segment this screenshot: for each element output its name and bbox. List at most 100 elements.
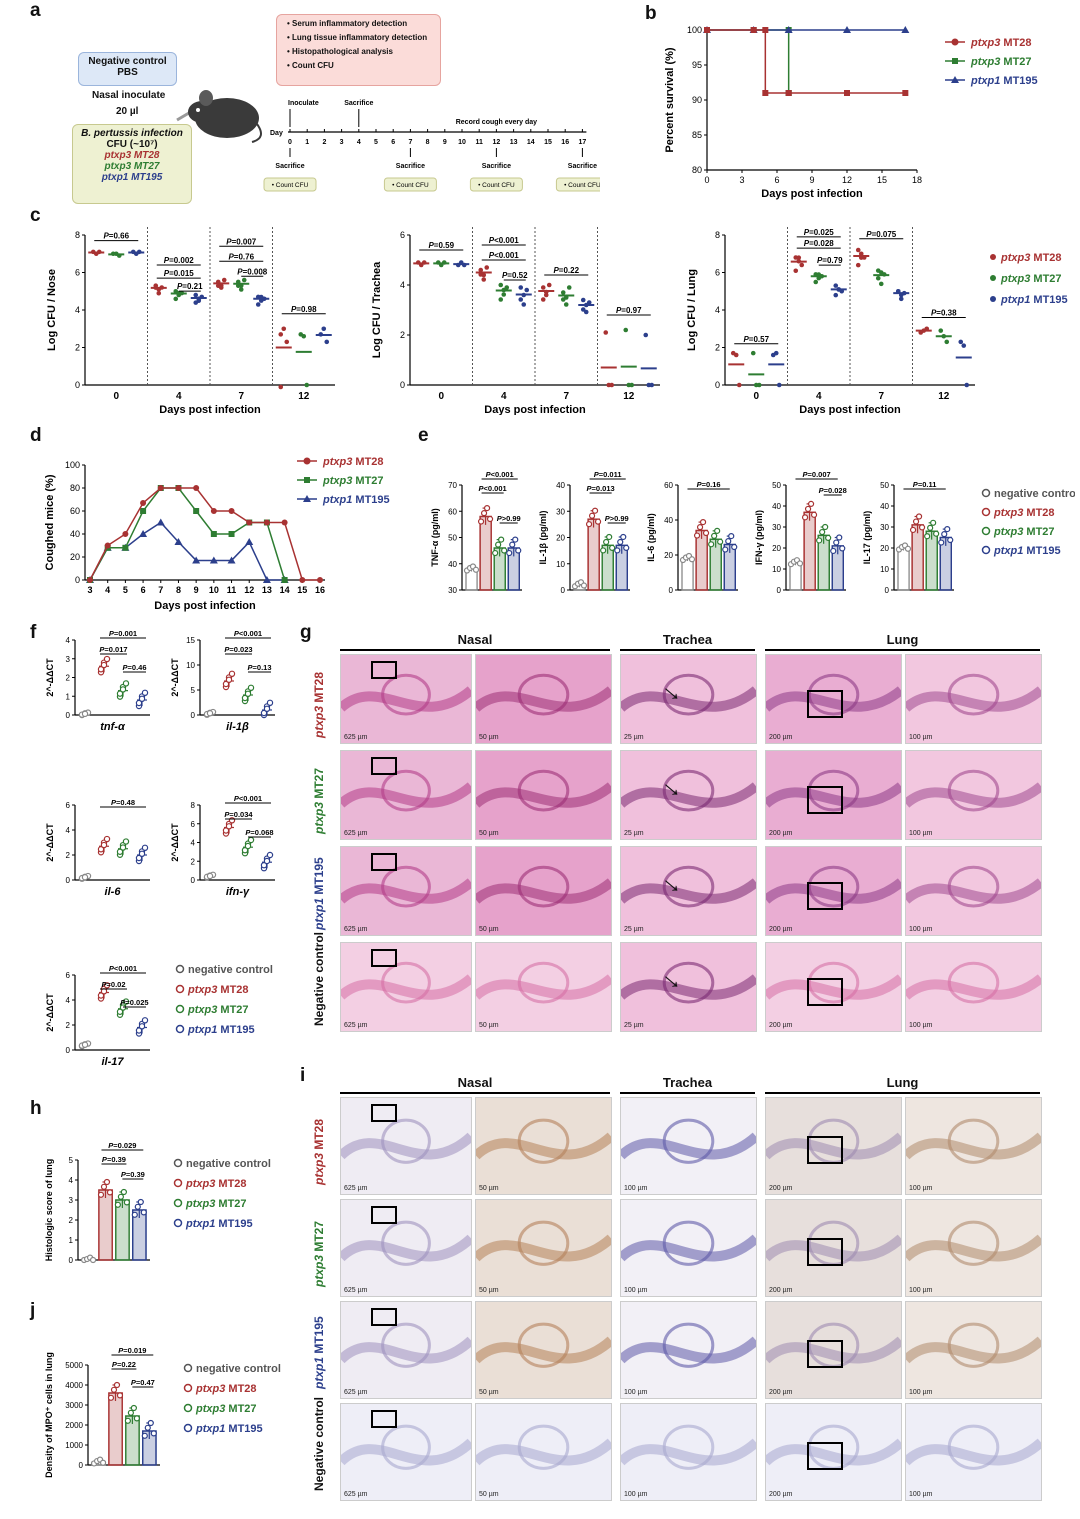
y-tick-label: 2 [400,330,405,340]
y-tick-label: 80 [692,165,702,175]
cfu-point [924,326,930,332]
y-tick-label: 2 [75,343,80,353]
panel-label-e: e [418,425,429,446]
y-tick-label: 0 [79,1461,84,1470]
y-axis-label: IFN-γ (pg/ml) [754,510,764,565]
timeline-day: 12 [493,139,501,146]
zoom-box [371,1206,397,1224]
data-point [711,532,718,539]
x-axis-label: Days post infection [159,404,261,415]
y-tick-label: 0 [69,1256,74,1265]
x-tick-label: 7 [238,391,244,402]
y-axis-label: Coughed mice (%) [44,474,56,570]
negative-control-box: Negative control PBS [78,52,177,86]
scale-bar-label: 200 µm [769,830,793,837]
y-axis-label: Log CFU / Lung [686,269,698,351]
zoom-box [371,661,397,679]
panel-label-f: f [30,622,37,643]
scale-bar-label: 625 µm [344,830,368,837]
p-symbol: P [479,484,485,493]
histology-section-header: Trachea [620,632,755,651]
cfu-point [901,290,907,296]
bar-fill [695,529,708,591]
mouse-illustration [176,90,262,143]
histology-image: 50 µm [475,1097,612,1195]
scale-bar-label: 50 µm [479,1185,499,1192]
p-symbol: P [121,1170,127,1179]
cough-point [209,556,218,564]
strain-mt195: ptxp1 MT195 [101,172,163,183]
p-symbol: P [123,663,129,672]
x-tick-label: 12 [244,585,254,595]
y-tick-label: 4 [69,1176,74,1185]
y-tick-label: 2 [66,851,71,860]
chart-c3-lung: 0 2 4 6 8 Log CFU / Lung 0 4 7 12 Days post infect… [686,225,1068,415]
cfu-point [543,289,549,295]
p-number: =0.028 [809,239,834,248]
infection-title: B. pertussis infection [81,128,183,139]
infection-box: B. pertussis infection CFU (~10⁷) ptxp3 … [72,124,192,204]
cfu-point [629,382,635,388]
p-symbol: P [605,514,611,523]
p-number: =0.034 [229,810,253,819]
p-symbol: P [177,282,183,291]
data-point [714,527,721,534]
legend-label: ptxp3 MT28 [1000,252,1062,264]
p-number: =0.66 [109,232,130,241]
data-point [99,1459,107,1466]
cfu-point [964,382,970,388]
p-number: =0.38 [936,309,957,318]
zoom-box [371,1410,397,1428]
data-point [106,1189,114,1196]
scale-bar-label: 100 µm [909,1287,933,1294]
y-tick-label: 40 [556,481,565,490]
y-axis-label: 2^-ΔΔCT [170,658,180,697]
y-tick-label: 2 [191,857,196,866]
data-point [912,518,920,525]
histology-image: 625 µm [340,846,472,936]
p-value-label: P=0.008 [237,267,268,276]
scale-bar-label: 100 µm [909,926,933,933]
cfu-point [501,292,507,297]
p-number: =0.57 [749,335,770,344]
timeline-day: 14 [527,139,535,146]
cfu-point [504,285,510,290]
data-point [933,530,940,537]
y-tick-label: 10 [556,560,565,569]
cough-point [174,538,183,546]
y-axis-label: 2^-ΔΔCT [45,658,55,697]
cfu-point [733,352,739,358]
p-value-label: P<0.001 [486,470,514,479]
data-point [123,1199,130,1206]
y-tick-label: 30 [448,586,457,595]
y-tick-label: 6 [66,801,71,810]
cfu-point [881,272,887,277]
data-point [506,549,513,557]
data-point [135,699,143,707]
histology-row-label: ptxp3 MT27 [312,767,326,834]
y-tick-label: 6 [75,268,80,278]
histology-image: 625 µm [340,1199,472,1297]
x-tick-label: 4 [816,391,822,402]
legend-gene: ptxp1 [322,494,352,506]
scale-bar-label: 100 µm [624,1389,648,1396]
cfu-point [324,339,330,345]
p-value-label: P=0.57 [743,335,769,344]
p-number: >0.99 [502,514,521,523]
y-tick-label: 20 [880,544,889,553]
legend-gene: ptxp3 [1000,273,1030,285]
y-tick-label: 0 [66,711,71,720]
bar-fill [98,1189,113,1261]
legend-gene: ptxp3 [993,526,1023,538]
p-number: =0.002 [169,256,194,265]
timeline-day: 13 [510,139,518,146]
p-symbol: P [164,269,170,278]
zoom-box [806,1442,843,1471]
y-tick-label: 0 [561,586,566,595]
data-point [260,861,268,869]
cough-point [299,577,306,583]
chart-b-survival: 80 85 90 95 100 Percent survival (%) 0 3 6 9 12 15 1… [664,25,1038,200]
cfu-point [540,285,546,290]
data-point [600,547,607,554]
